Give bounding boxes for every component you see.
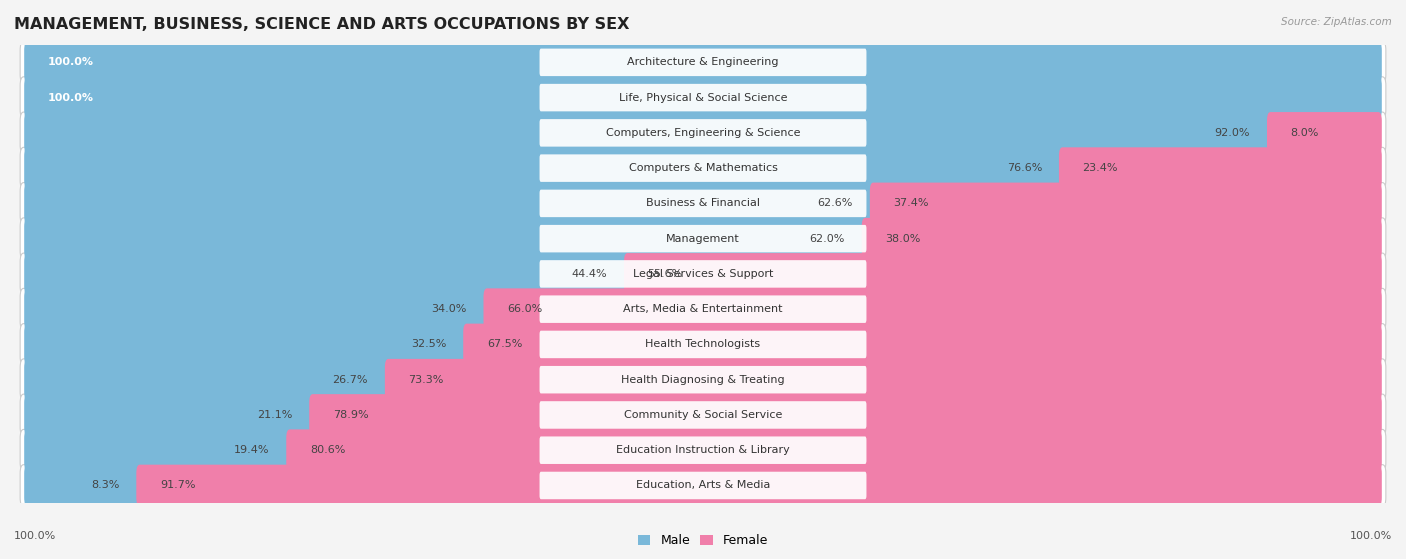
FancyBboxPatch shape — [309, 394, 1382, 436]
FancyBboxPatch shape — [24, 288, 491, 330]
Text: 73.3%: 73.3% — [409, 375, 444, 385]
Text: 32.5%: 32.5% — [411, 339, 446, 349]
FancyBboxPatch shape — [385, 359, 1382, 400]
FancyBboxPatch shape — [287, 429, 1382, 471]
FancyBboxPatch shape — [24, 429, 292, 471]
FancyBboxPatch shape — [540, 295, 866, 323]
FancyBboxPatch shape — [20, 148, 1386, 189]
Text: 8.3%: 8.3% — [91, 481, 120, 490]
Text: 67.5%: 67.5% — [486, 339, 522, 349]
FancyBboxPatch shape — [24, 253, 631, 295]
FancyBboxPatch shape — [20, 41, 1386, 83]
Text: 23.4%: 23.4% — [1083, 163, 1118, 173]
FancyBboxPatch shape — [463, 324, 1382, 365]
FancyBboxPatch shape — [20, 112, 1386, 154]
FancyBboxPatch shape — [540, 190, 866, 217]
FancyBboxPatch shape — [24, 41, 1382, 83]
Text: 34.0%: 34.0% — [432, 304, 467, 314]
FancyBboxPatch shape — [20, 77, 1386, 119]
Text: 92.0%: 92.0% — [1215, 128, 1250, 138]
Text: 38.0%: 38.0% — [886, 234, 921, 244]
Legend: Male, Female: Male, Female — [638, 534, 768, 547]
FancyBboxPatch shape — [24, 183, 876, 224]
FancyBboxPatch shape — [540, 84, 866, 111]
Text: 100.0%: 100.0% — [14, 531, 56, 541]
FancyBboxPatch shape — [870, 183, 1382, 224]
Text: 66.0%: 66.0% — [508, 304, 543, 314]
FancyBboxPatch shape — [540, 119, 866, 146]
FancyBboxPatch shape — [624, 253, 1382, 295]
FancyBboxPatch shape — [24, 465, 143, 506]
FancyBboxPatch shape — [1267, 112, 1382, 154]
Text: Life, Physical & Social Science: Life, Physical & Social Science — [619, 93, 787, 103]
FancyBboxPatch shape — [20, 465, 1386, 506]
Text: 91.7%: 91.7% — [160, 481, 195, 490]
FancyBboxPatch shape — [24, 359, 392, 400]
Text: 80.6%: 80.6% — [309, 445, 346, 455]
Text: 76.6%: 76.6% — [1007, 163, 1042, 173]
Text: Health Diagnosing & Treating: Health Diagnosing & Treating — [621, 375, 785, 385]
FancyBboxPatch shape — [540, 49, 866, 76]
FancyBboxPatch shape — [20, 429, 1386, 471]
FancyBboxPatch shape — [20, 394, 1386, 436]
Text: 100.0%: 100.0% — [48, 58, 94, 67]
FancyBboxPatch shape — [24, 218, 869, 259]
FancyBboxPatch shape — [24, 77, 1382, 119]
Text: Computers, Engineering & Science: Computers, Engineering & Science — [606, 128, 800, 138]
Text: Business & Financial: Business & Financial — [645, 198, 761, 209]
Text: Arts, Media & Entertainment: Arts, Media & Entertainment — [623, 304, 783, 314]
Text: 21.1%: 21.1% — [257, 410, 292, 420]
FancyBboxPatch shape — [540, 472, 866, 499]
Text: 100.0%: 100.0% — [48, 93, 94, 103]
FancyBboxPatch shape — [24, 112, 1274, 154]
FancyBboxPatch shape — [540, 260, 866, 288]
FancyBboxPatch shape — [540, 437, 866, 464]
Text: 8.0%: 8.0% — [1291, 128, 1319, 138]
FancyBboxPatch shape — [862, 218, 1382, 259]
FancyBboxPatch shape — [24, 394, 316, 436]
FancyBboxPatch shape — [540, 331, 866, 358]
Text: Computers & Mathematics: Computers & Mathematics — [628, 163, 778, 173]
FancyBboxPatch shape — [20, 288, 1386, 330]
FancyBboxPatch shape — [540, 366, 866, 394]
FancyBboxPatch shape — [20, 218, 1386, 259]
Text: 55.6%: 55.6% — [648, 269, 683, 279]
FancyBboxPatch shape — [24, 148, 1066, 189]
FancyBboxPatch shape — [540, 225, 866, 253]
Text: Source: ZipAtlas.com: Source: ZipAtlas.com — [1281, 17, 1392, 27]
Text: 37.4%: 37.4% — [893, 198, 929, 209]
Text: 62.6%: 62.6% — [817, 198, 853, 209]
Text: 78.9%: 78.9% — [333, 410, 368, 420]
Text: MANAGEMENT, BUSINESS, SCIENCE AND ARTS OCCUPATIONS BY SEX: MANAGEMENT, BUSINESS, SCIENCE AND ARTS O… — [14, 17, 630, 32]
FancyBboxPatch shape — [20, 183, 1386, 224]
Text: 44.4%: 44.4% — [571, 269, 607, 279]
FancyBboxPatch shape — [20, 359, 1386, 400]
FancyBboxPatch shape — [540, 401, 866, 429]
FancyBboxPatch shape — [20, 324, 1386, 365]
FancyBboxPatch shape — [484, 288, 1382, 330]
Text: 62.0%: 62.0% — [810, 234, 845, 244]
Text: Education, Arts & Media: Education, Arts & Media — [636, 481, 770, 490]
Text: 26.7%: 26.7% — [332, 375, 368, 385]
FancyBboxPatch shape — [1059, 148, 1382, 189]
Text: Education Instruction & Library: Education Instruction & Library — [616, 445, 790, 455]
Text: Health Technologists: Health Technologists — [645, 339, 761, 349]
FancyBboxPatch shape — [540, 154, 866, 182]
Text: Community & Social Service: Community & Social Service — [624, 410, 782, 420]
FancyBboxPatch shape — [20, 253, 1386, 295]
Text: Legal Services & Support: Legal Services & Support — [633, 269, 773, 279]
Text: 100.0%: 100.0% — [1350, 531, 1392, 541]
Text: Management: Management — [666, 234, 740, 244]
FancyBboxPatch shape — [24, 324, 470, 365]
FancyBboxPatch shape — [136, 465, 1382, 506]
Text: 19.4%: 19.4% — [233, 445, 270, 455]
Text: Architecture & Engineering: Architecture & Engineering — [627, 58, 779, 67]
